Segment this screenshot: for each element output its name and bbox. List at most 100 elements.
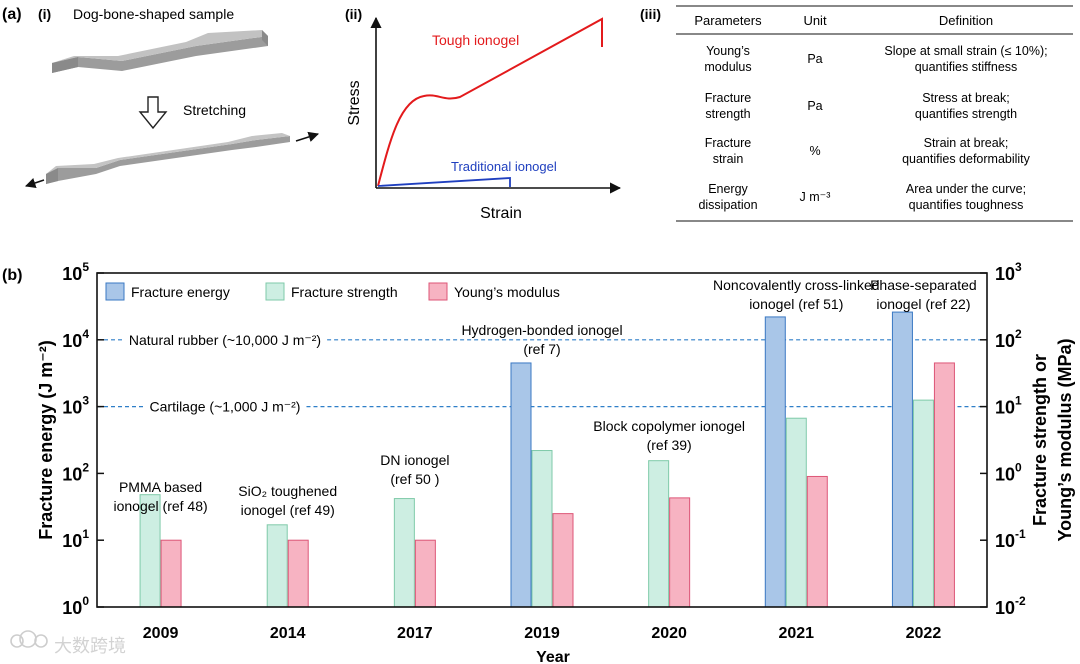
reference-label-cartilage: Cartilage (~1,000 J m⁻²) — [150, 399, 301, 415]
bar-fracture-strength-2021 — [785, 417, 807, 608]
y-axis-right-label-line1: Fracture strength or — [1030, 354, 1050, 526]
tough-ionogel-label: Tough ionogel — [432, 32, 519, 48]
table-row: Young’s modulus Pa Slope at small strain… — [704, 44, 1047, 74]
table-row: Fracture strength Pa Stress at break; qu… — [705, 91, 1017, 121]
table-header-parameters: Parameters — [694, 13, 762, 28]
panel-b-chart: (b) Natural rubber (~10,000 J m⁻²) Cartil… — [2, 260, 1075, 664]
watermark-logo — [10, 630, 48, 648]
annotation-2017-line1: DN ionogel — [380, 452, 449, 468]
annotation-2020-line2: (ref 39) — [647, 437, 692, 453]
annotation-2022-line2: ionogel (ref 22) — [876, 296, 970, 312]
panel-a-iii-label: (iii) — [640, 6, 661, 22]
left-tick-label: 102 — [62, 460, 89, 484]
table-row: Energy dissipation J m⁻³ Area under the … — [698, 182, 1026, 212]
legend-label-youngs-modulus: Young’s modulus — [454, 284, 560, 300]
right-tick-label: 103 — [995, 260, 1022, 284]
right-tick-label: 10-2 — [995, 594, 1026, 618]
legend-swatch-fracture-energy — [105, 282, 125, 301]
x-axis-label: Year — [536, 649, 570, 664]
tough-ionogel-curve — [377, 17, 603, 187]
row-param-line2: strength — [705, 107, 750, 121]
x-tick-label-2020: 2020 — [651, 625, 687, 642]
annotation-2022-line1: Phase-separated — [870, 277, 977, 293]
dogbone-sample — [52, 30, 268, 73]
bar-youngs-modulus-2019 — [552, 513, 574, 608]
row-def-line1: Area under the curve; — [906, 182, 1026, 196]
bar-youngs-modulus-2020 — [669, 497, 691, 608]
bar-youngs-modulus-2021 — [806, 475, 828, 608]
panel-a-ii: (ii) Stress Strain Tough ionogel Traditi… — [345, 6, 622, 222]
row-def-line2: quantifies strength — [915, 107, 1017, 121]
bar-fracture-energy-2022 — [891, 311, 913, 608]
legend-item-youngs-modulus: Young’s modulus — [428, 282, 560, 301]
panel-a-iii: (iii) Parameters Unit Definition Young’s… — [640, 5, 1073, 222]
bar-youngs-modulus-2014 — [287, 539, 309, 608]
row-def-line1: Slope at small strain (≤ 10%); — [884, 44, 1047, 58]
bar-youngs-modulus-2022 — [933, 362, 955, 608]
table-header-definition: Definition — [939, 13, 993, 28]
x-tick-label-2014: 2014 — [270, 625, 306, 642]
row-param-line2: dissipation — [698, 198, 757, 212]
left-tick-label: 100 — [62, 594, 89, 618]
x-tick-label-2017: 2017 — [397, 625, 433, 642]
row-param-line1: Fracture — [705, 136, 752, 150]
strain-axis-label: Strain — [480, 205, 522, 222]
table-row: Fracture strain % Strain at break; quant… — [705, 136, 1031, 166]
row-param-line1: Fracture — [705, 91, 752, 105]
panel-a-i-label: (i) — [38, 6, 51, 22]
left-tick-label: 105 — [62, 260, 89, 284]
row-unit: % — [809, 144, 820, 158]
dogbone-sample-stretched — [25, 131, 320, 188]
watermark: 大数跨境 — [10, 630, 126, 656]
bar-fracture-energy-2019 — [510, 362, 532, 608]
annotation-2014-line1: SiO₂ toughened — [238, 483, 337, 499]
legend-label-fracture-strength: Fracture strength — [291, 284, 398, 300]
legend-label-fracture-energy: Fracture energy — [131, 284, 230, 300]
y-axis-left-label: Fracture energy (J m⁻²) — [36, 340, 56, 540]
right-axis-ticks: 10-2 10-1 100 101 102 103 — [980, 260, 1026, 618]
row-param-line2: strain — [713, 152, 744, 166]
annotation-2021-line1: Noncovalently cross-linked — [713, 277, 880, 293]
row-def-line2: quantifies toughness — [909, 198, 1024, 212]
panel-a: (a) (i) Dog-bone-shaped sample Stretchin… — [2, 5, 1073, 222]
x-tick-label-2009: 2009 — [143, 625, 179, 642]
annotation-2020-line1: Block copolymer ionogel — [593, 418, 745, 434]
panel-a-i: (i) Dog-bone-shaped sample Stretching — [25, 6, 320, 188]
bar-fracture-strength-2014 — [266, 524, 288, 608]
row-param-line1: Energy — [708, 182, 748, 196]
traditional-ionogel-curve — [377, 177, 511, 187]
table-header-unit: Unit — [803, 13, 827, 28]
stress-axis-label: Stress — [346, 80, 363, 125]
reference-label-natural-rubber: Natural rubber (~10,000 J m⁻²) — [129, 332, 321, 348]
right-tick-label: 10-1 — [995, 527, 1026, 551]
row-param-line2: modulus — [704, 60, 751, 74]
x-tick-label-2019: 2019 — [524, 625, 560, 642]
bar-fracture-strength-2019 — [531, 450, 553, 608]
row-unit: J m⁻³ — [800, 190, 831, 204]
reference-lines: Natural rubber (~10,000 J m⁻²) Cartilage … — [97, 332, 987, 415]
panel-a-ii-label: (ii) — [345, 6, 362, 22]
annotation-2017-line2: (ref 50 ) — [390, 471, 439, 487]
bar-youngs-modulus-2017 — [414, 539, 436, 608]
legend-item-fracture-energy: Fracture energy — [105, 282, 230, 301]
traditional-ionogel-label: Traditional ionogel — [451, 159, 557, 174]
left-tick-label: 103 — [62, 394, 89, 418]
row-def-line2: quantifies deformability — [902, 152, 1031, 166]
annotation-2014-line2: ionogel (ref 49) — [241, 502, 335, 518]
legend-swatch-youngs-modulus — [428, 282, 448, 301]
left-tick-label: 101 — [62, 527, 89, 551]
x-tick-label-2022: 2022 — [906, 625, 942, 642]
annotation-2009-line2: ionogel (ref 48) — [113, 498, 207, 514]
annotation-2019-line2: (ref 7) — [523, 341, 560, 357]
annotations: PMMA based ionogel (ref 48) SiO₂ toughened… — [113, 277, 976, 518]
row-def-line2: quantifies stiffness — [915, 60, 1018, 74]
left-axis-ticks: 100 101 102 103 104 105 — [62, 260, 104, 618]
row-unit: Pa — [807, 99, 822, 113]
watermark-text: 大数跨境 — [54, 636, 126, 656]
right-tick-label: 102 — [995, 327, 1022, 351]
legend-swatch-fracture-strength — [265, 282, 285, 301]
x-tick-label-2021: 2021 — [778, 625, 814, 642]
row-def-line1: Stress at break; — [922, 91, 1010, 105]
legend: Fracture energy Fracture strength Young’… — [105, 282, 560, 301]
